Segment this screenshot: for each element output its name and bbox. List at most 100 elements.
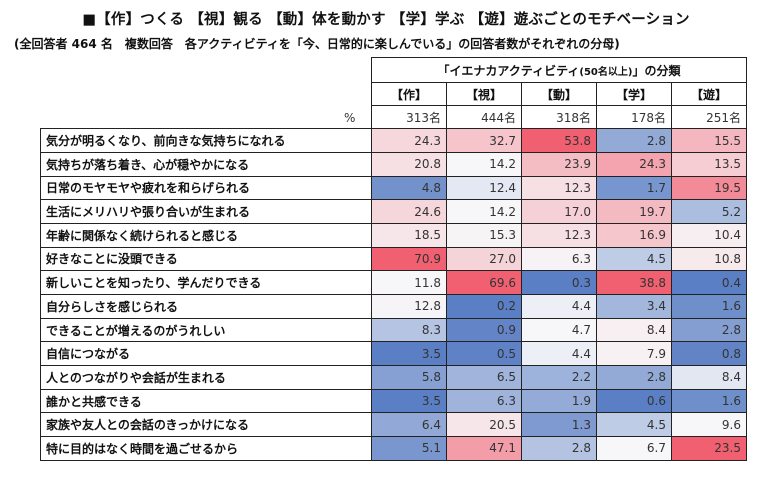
table-row: 自信につながる 3.5 0.5 4.4 7.9 0.8 — [40, 341, 747, 367]
value-cell-動: 2.2 — [521, 365, 597, 390]
value-cell-視: 0.9 — [446, 317, 522, 343]
value-cell-学: 2.8 — [596, 365, 672, 390]
value-cell-遊: 23.5 — [671, 436, 747, 461]
value-cell-動: 1.9 — [521, 388, 597, 414]
value-cell-視: 12.4 — [446, 175, 522, 201]
chart-subtitle: (全回答者 464 名 複数回答 各アクティビティを「今、日常的に楽しんでいる」… — [14, 37, 620, 51]
value-cell-学: 24.3 — [596, 151, 672, 177]
value-cell-視: 6.5 — [446, 365, 522, 390]
value-cell-遊: 19.5 — [671, 175, 747, 201]
table-row: 人とのつながりや会話が生まれる 5.8 6.5 2.2 2.8 8.4 — [40, 365, 747, 390]
value-cell-遊: 10.8 — [671, 246, 747, 272]
column-sample-size-2: 444名 — [446, 104, 522, 130]
value-cell-作: 8.3 — [371, 317, 447, 343]
column-sample-size-1: 313名 — [371, 104, 447, 130]
value-cell-遊: 13.5 — [671, 151, 747, 177]
value-cell-作: 70.9 — [371, 246, 447, 272]
table-row: 好きなことに没頭できる 70.9 27.0 6.3 4.5 10.8 — [40, 246, 747, 272]
value-cell-作: 24.3 — [371, 128, 447, 153]
value-cell-学: 3.4 — [596, 294, 672, 319]
value-cell-動: 6.3 — [521, 246, 597, 272]
value-cell-遊: 0.8 — [671, 341, 747, 367]
value-cell-作: 24.6 — [371, 199, 447, 224]
value-cell-学: 8.4 — [596, 317, 672, 343]
value-cell-遊: 2.8 — [671, 317, 747, 343]
row-label: 誰かと共感できる — [40, 388, 372, 414]
table-row: 気持ちが落ち着き、心が穏やかになる 20.8 14.2 23.9 24.3 13.5 — [40, 151, 747, 177]
column-header-2: 【視】 — [446, 82, 522, 106]
table-row: 家族や友人との会話のきっかけになる 6.4 20.5 1.3 4.5 9.6 — [40, 412, 747, 438]
value-cell-作: 6.4 — [371, 412, 447, 438]
value-cell-視: 20.5 — [446, 412, 522, 438]
column-sample-size-3: 318名 — [521, 104, 597, 130]
column-sample-size-5: 251名 — [671, 104, 747, 130]
value-cell-遊: 1.6 — [671, 388, 747, 414]
value-cell-学: 1.7 — [596, 175, 672, 201]
group-header-row: 「イエナカアクティビティ(50名以上)」の分類 — [41, 57, 747, 83]
value-cell-遊: 9.6 — [671, 412, 747, 438]
blank-cell — [41, 58, 372, 83]
column-sample-size-4: 178名 — [596, 104, 672, 130]
value-cell-動: 12.3 — [521, 222, 597, 248]
value-cell-学: 6.7 — [596, 436, 672, 461]
table-row: 気分が明るくなり、前向きな気持ちになれる 24.3 32.7 53.8 2.8 15.5 — [40, 128, 747, 153]
value-cell-作: 5.1 — [371, 436, 447, 461]
value-cell-動: 2.8 — [521, 436, 597, 461]
category-header-row: 【作】 【視】 【動】 【学】 【遊】 — [41, 82, 747, 106]
value-cell-学: 19.7 — [596, 199, 672, 224]
value-cell-視: 14.2 — [446, 199, 522, 224]
value-cell-遊: 0.4 — [671, 270, 747, 295]
value-cell-動: 0.3 — [521, 270, 597, 295]
group-header-note: (50名以上) — [579, 66, 633, 78]
value-cell-動: 17.0 — [521, 199, 597, 224]
group-header-text: 「イエナカアクティビティ — [437, 63, 580, 78]
heatmap-table: 「イエナカアクティビティ(50名以上)」の分類 【作】 【視】 【動】 【学】 【遊】 … — [40, 57, 747, 461]
column-header-4: 【学】 — [596, 82, 672, 106]
chart-title: ■【作】つくる 【視】観る 【動】体を動かす 【学】学ぶ 【遊】遊ぶごとのモチベ… — [82, 12, 690, 28]
value-cell-遊: 5.2 — [671, 199, 747, 224]
value-cell-学: 7.9 — [596, 341, 672, 367]
row-label: できることが増えるのがうれしい — [40, 317, 372, 343]
value-cell-動: 4.4 — [521, 294, 597, 319]
value-cell-動: 23.9 — [521, 151, 597, 177]
value-cell-作: 18.5 — [371, 222, 447, 248]
value-cell-視: 0.2 — [446, 294, 522, 319]
value-cell-作: 3.5 — [371, 388, 447, 414]
blank-cell — [41, 83, 372, 106]
table-row: 特に目的はなく時間を過ごせるから 5.1 47.1 2.8 6.7 23.5 — [40, 436, 747, 461]
value-cell-動: 53.8 — [521, 128, 597, 153]
column-header-1: 【作】 — [371, 82, 447, 106]
value-cell-遊: 1.6 — [671, 294, 747, 319]
row-label: 新しいことを知ったり、学んだりできる — [40, 270, 372, 295]
value-cell-視: 32.7 — [446, 128, 522, 153]
value-cell-視: 47.1 — [446, 436, 522, 461]
row-label: 日常のモヤモヤや疲れを和らげられる — [40, 175, 372, 201]
value-cell-作: 4.8 — [371, 175, 447, 201]
value-cell-学: 38.8 — [596, 270, 672, 295]
row-label: 家族や友人との会話のきっかけになる — [40, 412, 372, 438]
value-cell-学: 4.5 — [596, 246, 672, 272]
row-label: 好きなことに没頭できる — [40, 246, 372, 272]
group-header: 「イエナカアクティビティ(50名以上)」の分類 — [371, 57, 747, 83]
table-row: 日常のモヤモヤや疲れを和らげられる 4.8 12.4 12.3 1.7 19.5 — [40, 175, 747, 201]
value-cell-遊: 8.4 — [671, 365, 747, 390]
sample-size-row: 313名 444名 318名 178名 251名 — [41, 104, 747, 130]
value-cell-遊: 10.4 — [671, 222, 747, 248]
value-cell-動: 1.3 — [521, 412, 597, 438]
group-header-suffix: 」の分類 — [632, 63, 681, 78]
row-label: 自分らしさを感じられる — [40, 294, 372, 319]
table-row: 生活にメリハリや張り合いが生まれる 24.6 14.2 17.0 19.7 5.2 — [40, 199, 747, 224]
value-cell-学: 2.8 — [596, 128, 672, 153]
value-cell-作: 5.8 — [371, 365, 447, 390]
value-cell-学: 16.9 — [596, 222, 672, 248]
value-cell-作: 12.8 — [371, 294, 447, 319]
column-header-5: 【遊】 — [671, 82, 747, 106]
value-cell-遊: 15.5 — [671, 128, 747, 153]
value-cell-学: 0.6 — [596, 388, 672, 414]
row-label: 特に目的はなく時間を過ごせるから — [40, 436, 372, 461]
value-cell-作: 20.8 — [371, 151, 447, 177]
value-cell-学: 4.5 — [596, 412, 672, 438]
row-label: 気持ちが落ち着き、心が穏やかになる — [40, 151, 372, 177]
row-label: 人とのつながりや会話が生まれる — [40, 365, 372, 390]
value-cell-視: 0.5 — [446, 341, 522, 367]
